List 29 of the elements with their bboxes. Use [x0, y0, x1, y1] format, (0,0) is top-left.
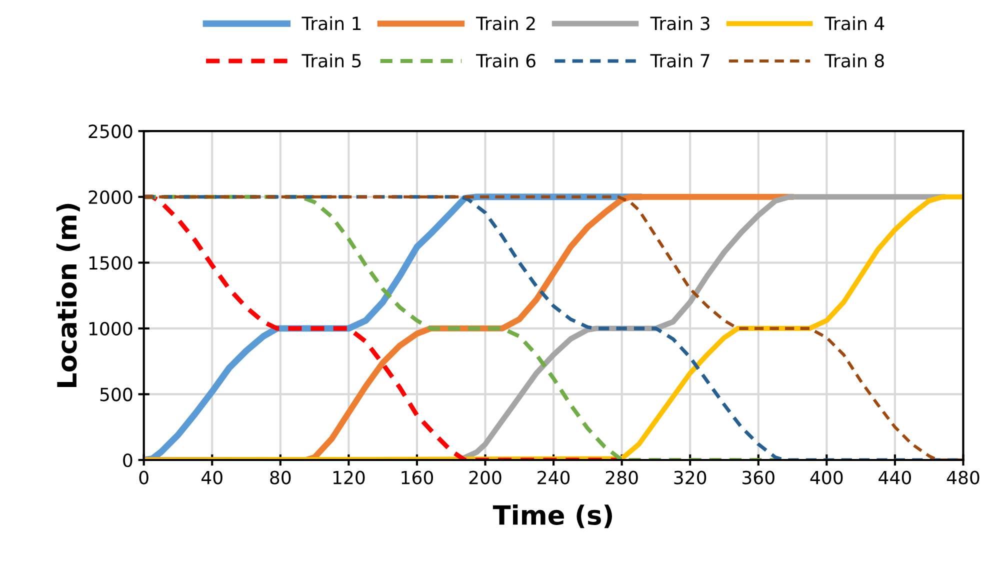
legend-label: Train 8: [824, 54, 884, 68]
legend-label: Train 6: [476, 54, 536, 68]
x-tick-label: 480: [946, 470, 980, 484]
x-tick-label: 240: [538, 470, 570, 484]
legend-label: Train 2: [476, 16, 535, 30]
legend-label: Train 4: [824, 16, 884, 30]
y-tick-label: 2000: [88, 190, 132, 204]
x-tick-label: 440: [878, 470, 911, 484]
y-tick-label: 0: [123, 453, 132, 468]
x-tick-label: 320: [674, 470, 706, 484]
legend-label: Train 5: [302, 54, 361, 68]
y-axis-title: Location (m): [56, 204, 80, 388]
y-tick-label: 2500: [88, 124, 132, 138]
y-tick-label: 1000: [89, 322, 132, 336]
y-tick-label: 500: [100, 388, 132, 402]
y-tick-label: 1500: [89, 256, 132, 270]
x-tick-label: 80: [270, 470, 291, 484]
legend-label: Train 7: [650, 54, 710, 68]
x-tick-label: 400: [810, 470, 843, 484]
x-tick-label: 280: [606, 470, 638, 484]
x-axis-title: Time (s): [492, 504, 612, 528]
x-tick-label: 200: [469, 470, 502, 484]
x-tick-label: 40: [202, 470, 222, 484]
x-tick-label: 160: [402, 470, 434, 484]
x-tick-label: 360: [742, 470, 774, 484]
legend-label: Train 3: [650, 16, 710, 30]
x-tick-label: 120: [333, 470, 365, 484]
x-tick-label: 0: [139, 470, 148, 484]
legend-label: Train 1: [302, 16, 361, 30]
